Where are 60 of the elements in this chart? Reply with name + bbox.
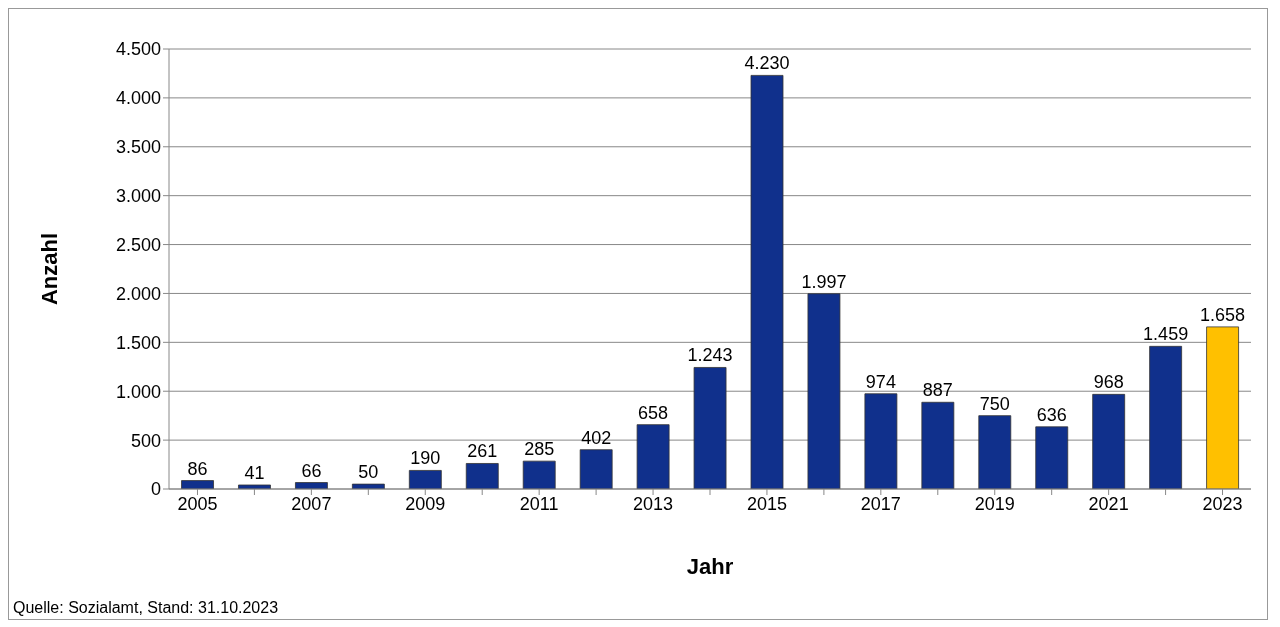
data-label: 86 bbox=[187, 458, 208, 479]
x-axis-title: Jahr bbox=[686, 554, 734, 579]
x-tick-label: 2015 bbox=[746, 493, 787, 514]
x-tick-label: 2017 bbox=[860, 493, 901, 514]
bar bbox=[351, 483, 385, 489]
bar bbox=[408, 470, 442, 489]
y-tick-label: 2.500 bbox=[115, 234, 161, 255]
data-label: 658 bbox=[638, 402, 669, 423]
bar bbox=[579, 449, 613, 489]
x-tick-label: 2007 bbox=[291, 493, 332, 514]
y-tick-label: 3.500 bbox=[115, 137, 161, 158]
data-label: 974 bbox=[865, 371, 896, 392]
bar bbox=[693, 367, 727, 489]
bar bbox=[807, 293, 841, 489]
data-label: 50 bbox=[358, 462, 379, 483]
y-tick-label: 0 bbox=[150, 479, 161, 500]
data-label: 1.997 bbox=[801, 271, 847, 292]
data-label: 402 bbox=[581, 427, 612, 448]
bar bbox=[522, 460, 556, 489]
data-label: 66 bbox=[301, 460, 322, 481]
data-label: 1.243 bbox=[687, 345, 733, 366]
bar bbox=[978, 415, 1012, 489]
bar bbox=[1206, 326, 1239, 489]
y-tick-label: 500 bbox=[130, 430, 161, 451]
x-tick-label: 2021 bbox=[1088, 493, 1129, 514]
bar bbox=[636, 424, 670, 489]
y-tick-label: 4.500 bbox=[115, 39, 161, 60]
x-tick-label: 2009 bbox=[405, 493, 446, 514]
bar bbox=[1035, 426, 1069, 489]
bar bbox=[181, 480, 214, 489]
bar bbox=[1149, 345, 1183, 489]
x-tick-label: 2023 bbox=[1202, 493, 1243, 514]
bar bbox=[750, 75, 784, 489]
x-tick-label: 2013 bbox=[633, 493, 674, 514]
x-tick-label: 2011 bbox=[519, 493, 559, 514]
data-label: 636 bbox=[1036, 404, 1067, 425]
data-label: 750 bbox=[979, 393, 1010, 414]
data-label: 190 bbox=[410, 448, 441, 469]
data-label: 887 bbox=[922, 380, 953, 401]
x-tick-label: 2005 bbox=[177, 493, 218, 514]
y-tick-label: 3.000 bbox=[115, 186, 161, 207]
y-tick-label: 2.000 bbox=[115, 283, 161, 304]
data-label: 41 bbox=[244, 462, 265, 483]
data-label: 285 bbox=[524, 439, 555, 460]
source-note: Quelle: Sozialamt, Stand: 31.10.2023 bbox=[13, 599, 279, 617]
y-tick-label: 1.000 bbox=[115, 381, 161, 402]
data-label: 1.658 bbox=[1200, 304, 1246, 325]
y-tick-label: 1.500 bbox=[115, 332, 161, 353]
bar bbox=[465, 463, 499, 489]
data-label: 968 bbox=[1093, 372, 1124, 393]
bar bbox=[864, 393, 898, 489]
data-label: 261 bbox=[467, 441, 498, 462]
y-tick-label: 4.000 bbox=[115, 88, 161, 109]
y-axis-title: Anzahl bbox=[36, 232, 62, 306]
data-label: 4.230 bbox=[744, 53, 790, 74]
bar bbox=[1092, 393, 1126, 489]
bar bbox=[921, 401, 955, 489]
bar bbox=[238, 484, 271, 489]
data-label: 1.459 bbox=[1143, 324, 1189, 345]
x-tick-label: 2019 bbox=[974, 493, 1015, 514]
